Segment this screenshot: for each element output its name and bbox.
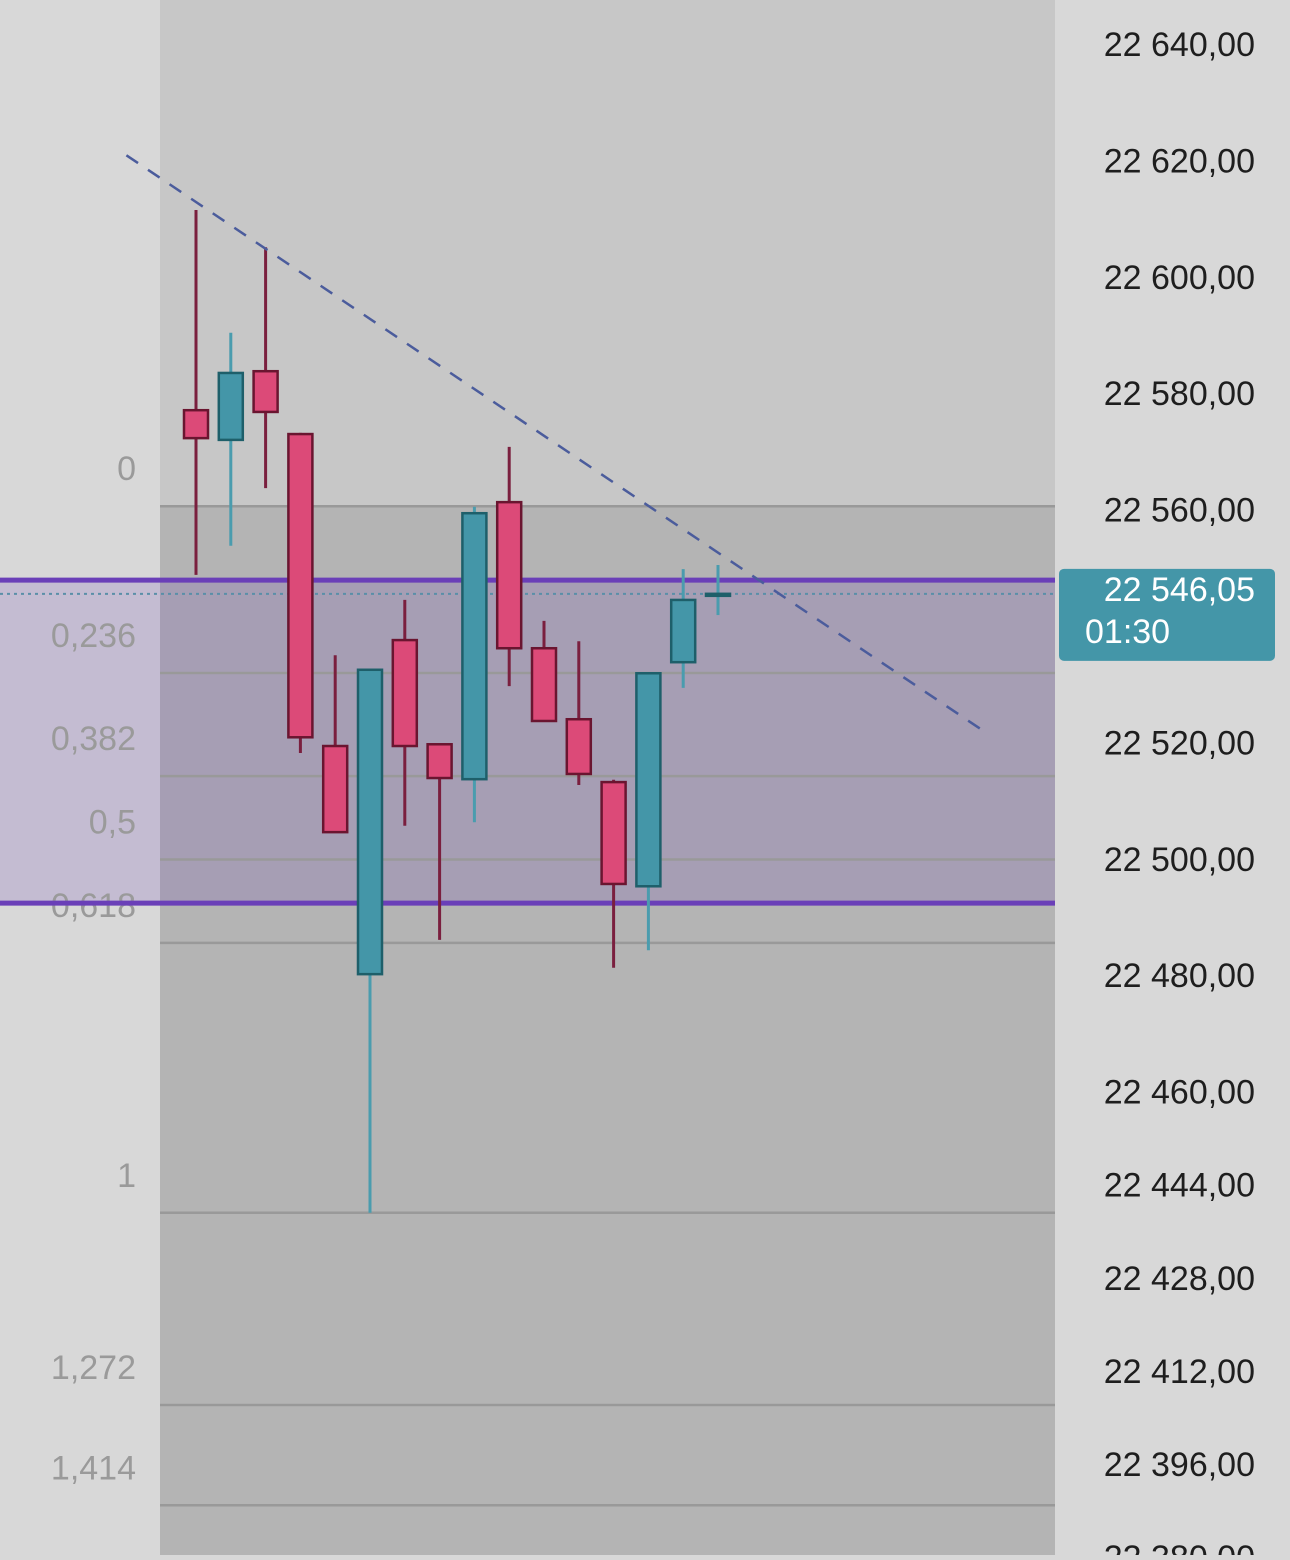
candle-body <box>704 592 732 598</box>
current-price-box <box>1059 568 1275 661</box>
candle-body <box>182 408 210 440</box>
y-tick-label: 22 520,00 <box>1104 724 1255 762</box>
candle-body <box>635 672 662 888</box>
y-tick-label: 22 460,00 <box>1104 1074 1255 1112</box>
y-tick-label: 22 640,00 <box>1104 26 1255 64</box>
fib-level-label: 1,272 <box>51 1349 136 1387</box>
trendline <box>125 154 991 736</box>
y-tick-label: 22 480,00 <box>1104 957 1255 995</box>
y-tick-label: 22 500,00 <box>1104 841 1255 879</box>
fib-level-label: 0,382 <box>51 720 136 758</box>
candle-body <box>426 743 453 780</box>
candle-body <box>252 369 279 414</box>
y-tick-label: 22 600,00 <box>1104 259 1255 297</box>
y-tick-label: 22 412,00 <box>1104 1353 1255 1391</box>
y-tick-label: 22 560,00 <box>1104 492 1255 530</box>
candle-body <box>287 432 314 739</box>
current-price-label: 22 546,05 <box>1104 571 1255 609</box>
candle-body <box>461 511 488 781</box>
fib-level-label: 0,236 <box>51 617 136 655</box>
candle-body <box>217 371 245 442</box>
candle-body <box>669 598 697 664</box>
y-tick-label: 22 580,00 <box>1104 375 1255 413</box>
candle-body <box>530 646 558 723</box>
candle-body <box>565 717 593 776</box>
y-tick-label: 22 620,00 <box>1104 142 1255 180</box>
zone-fill <box>0 580 1055 904</box>
fib-level-label: 0 <box>117 450 136 488</box>
fib-level-label: 1,414 <box>51 1449 136 1487</box>
fib-level-label: 1 <box>117 1157 136 1195</box>
fib-level-label: 0,618 <box>51 887 136 925</box>
fib-level-label: 0,5 <box>89 803 136 841</box>
candle-body <box>391 638 419 748</box>
candle-body <box>600 780 627 886</box>
candle-body <box>356 668 384 976</box>
candle-body <box>495 500 523 650</box>
y-tick-label: 22 444,00 <box>1104 1167 1255 1205</box>
candle-body <box>321 744 349 834</box>
current-price-timer: 01:30 <box>1085 613 1170 651</box>
y-tick-label: 22 396,00 <box>1104 1446 1255 1484</box>
y-tick-label: 22 428,00 <box>1104 1260 1255 1298</box>
plot-area-upper <box>160 0 1055 507</box>
y-tick-label: 22 380,00 <box>1104 1539 1255 1555</box>
